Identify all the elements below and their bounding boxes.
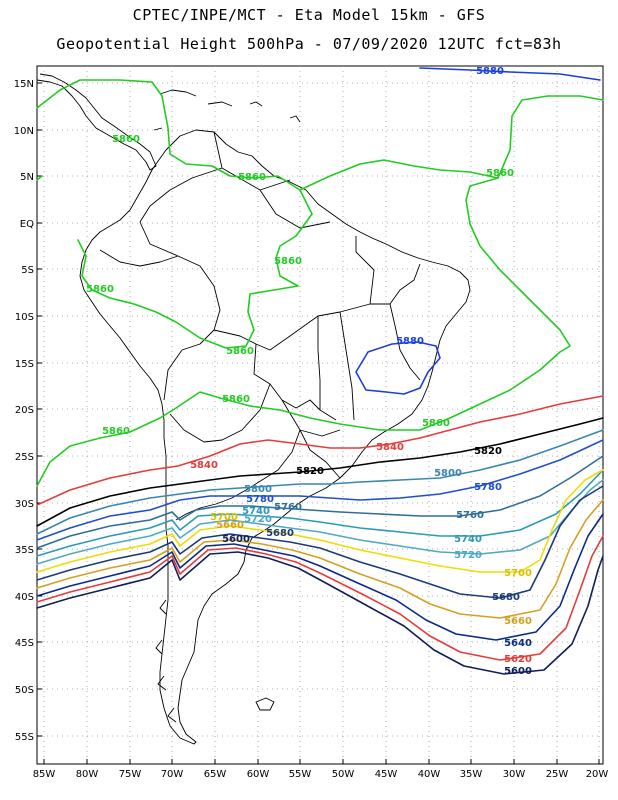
contour-labels: 5880 5880 5860 5860 5860 5860 5860 5860 … [86, 66, 532, 677]
map-title: CPTEC/INPE/MCT - Eta Model 15km - GFS [132, 6, 486, 24]
contour-5880-north [419, 67, 601, 81]
lon-label: 65W [204, 769, 227, 780]
lon-label: 20W [586, 769, 609, 780]
lon-label: 85W [33, 769, 56, 780]
contour-5700 [36, 469, 604, 573]
contour-label: 5680 [492, 592, 520, 603]
lat-label: 25S [15, 452, 34, 463]
lon-label: 30W [503, 769, 526, 780]
contour-label: 5700 [504, 568, 532, 579]
lat-label: 35S [15, 545, 34, 556]
lon-label: 80W [76, 769, 99, 780]
contour-label: 5640 [504, 638, 532, 649]
lat-label: 5N [20, 172, 34, 183]
caribbean-islands [153, 89, 301, 131]
contour-label: 5720 [454, 550, 482, 561]
contour-5760 [36, 455, 604, 549]
contour-label: 5740 [242, 506, 270, 517]
lat-label: 40S [15, 592, 34, 603]
contour-label: 5860 [102, 426, 130, 437]
contour-5600 [36, 551, 604, 675]
contour-label: 5880 [396, 336, 424, 347]
falkland-islands [255, 697, 275, 711]
lat-label: EQ [20, 219, 34, 230]
lat-label: 15S [15, 359, 34, 370]
contour-label: 5680 [266, 528, 294, 539]
contour-label: 5600 [222, 534, 250, 545]
south-america-coast [79, 129, 471, 745]
contour-label: 5800 [434, 468, 462, 479]
contour-label: 5820 [474, 446, 502, 457]
contour-5880-brazil [355, 341, 441, 395]
contour-label: 5820 [296, 466, 324, 477]
contour-label: 5860 [274, 256, 302, 267]
map-subtitle: Geopotential Height 500hPa - 07/09/2020 … [56, 35, 562, 53]
contour-5860-north [36, 79, 604, 349]
contour-label: 5660 [504, 616, 532, 627]
contour-label: 5860 [226, 346, 254, 357]
country-borders [99, 131, 421, 521]
contour-label: 5720 [244, 514, 272, 525]
contour-label: 5780 [246, 494, 274, 505]
lat-label: 45S [15, 638, 34, 649]
contour-label: 5700 [210, 512, 238, 523]
contour-label: 5600 [504, 666, 532, 677]
contour-label: 5840 [376, 442, 404, 453]
lon-label: 25W [546, 769, 569, 780]
lon-label: 60W [247, 769, 270, 780]
lon-label: 50W [332, 769, 355, 780]
contour-5820 [36, 417, 604, 527]
contour-5620 [36, 535, 604, 661]
contour-label: 5740 [454, 534, 482, 545]
lat-label: 50S [15, 685, 34, 696]
lat-label: 55S [15, 732, 34, 743]
contour-label: 5760 [456, 510, 484, 521]
contour-label: 5880 [476, 66, 504, 77]
lat-label: 10N [14, 126, 34, 137]
lon-label: 40W [418, 769, 441, 780]
contour-label: 5860 [86, 284, 114, 295]
coastlines [36, 73, 471, 745]
contour-label: 5860 [222, 394, 250, 405]
central-america-coast [36, 73, 157, 171]
lon-label: 70W [161, 769, 184, 780]
contour-label: 5860 [112, 134, 140, 145]
contour-5860-south [36, 177, 571, 487]
contour-label: 5660 [216, 520, 244, 531]
lat-label: 10S [15, 312, 34, 323]
map-frame [36, 65, 604, 765]
contour-5720 [36, 479, 604, 565]
lon-label: 45W [375, 769, 398, 780]
lat-label: 20S [15, 405, 34, 416]
contour-5780 [36, 439, 604, 541]
contour-label: 5760 [274, 502, 302, 513]
contour-label: 5860 [486, 168, 514, 179]
lat-label: 15N [14, 79, 34, 90]
contour-label: 5860 [422, 418, 450, 429]
contour-label: 5860 [238, 172, 266, 183]
contour-label: 5800 [244, 484, 272, 495]
contour-5740 [36, 469, 604, 557]
lat-label: 30S [15, 499, 34, 510]
lon-label: 55W [289, 769, 312, 780]
contour-5680 [36, 485, 604, 599]
contour-5640 [36, 513, 604, 641]
contour-label: 5780 [474, 482, 502, 493]
lon-label: 35W [460, 769, 483, 780]
tick-marks [37, 82, 600, 764]
contour-label: 5840 [190, 460, 218, 471]
contour-5840 [36, 395, 604, 506]
contour-5660 [36, 499, 604, 619]
lon-label: 75W [119, 769, 142, 780]
lat-label: 5S [21, 265, 34, 276]
chile-fjords [155, 599, 177, 723]
contour-label: 5620 [504, 654, 532, 665]
contours [36, 67, 604, 675]
contour-5800 [36, 429, 604, 535]
lat-labels: 15N 10N 5N EQ 5S 10S 15S 20S 25S 30S 35S… [14, 79, 34, 743]
lon-labels: 85W 80W 75W 70W 65W 60W 55W 50W 45W 40W … [33, 769, 609, 780]
